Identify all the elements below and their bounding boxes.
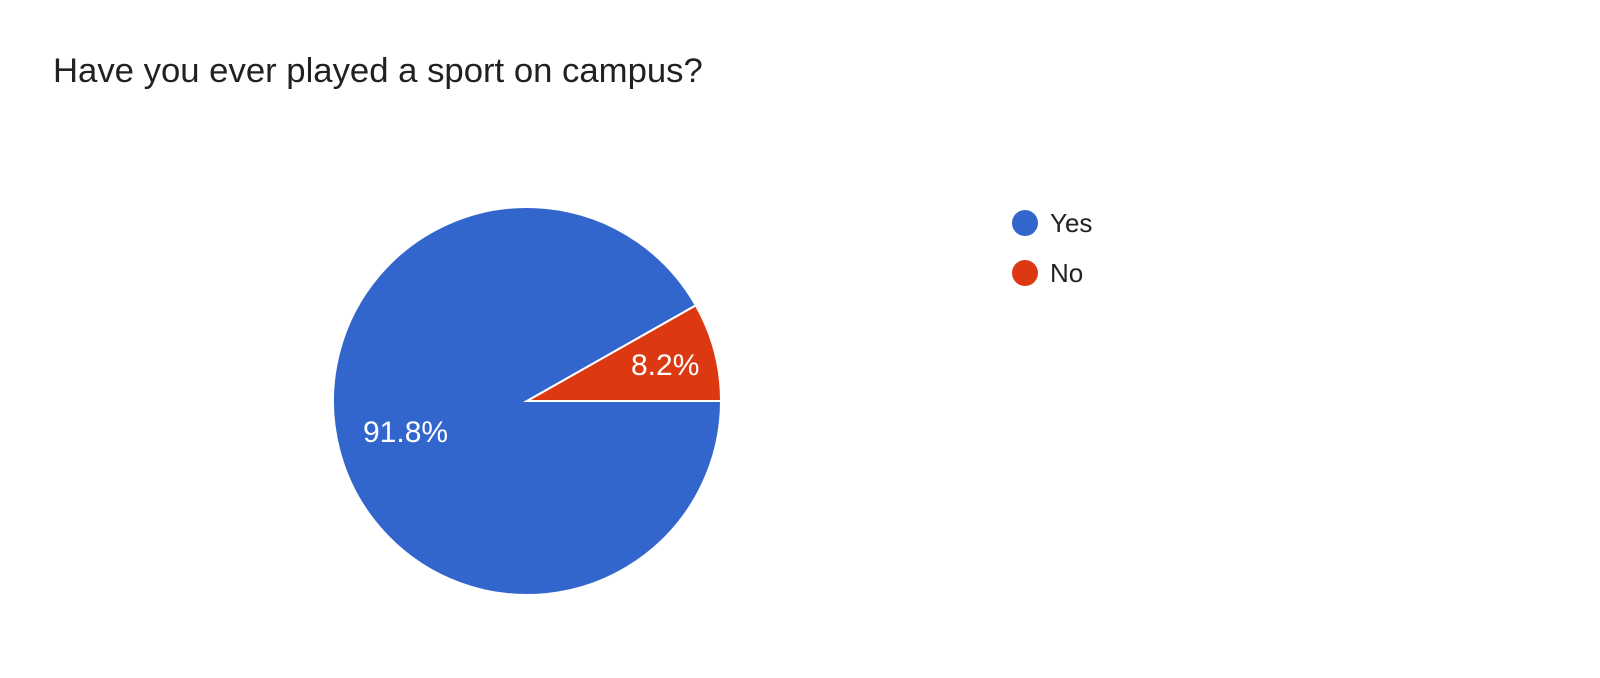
svg-text:91.8%: 91.8% (363, 416, 448, 449)
svg-text:8.2%: 8.2% (631, 349, 699, 382)
